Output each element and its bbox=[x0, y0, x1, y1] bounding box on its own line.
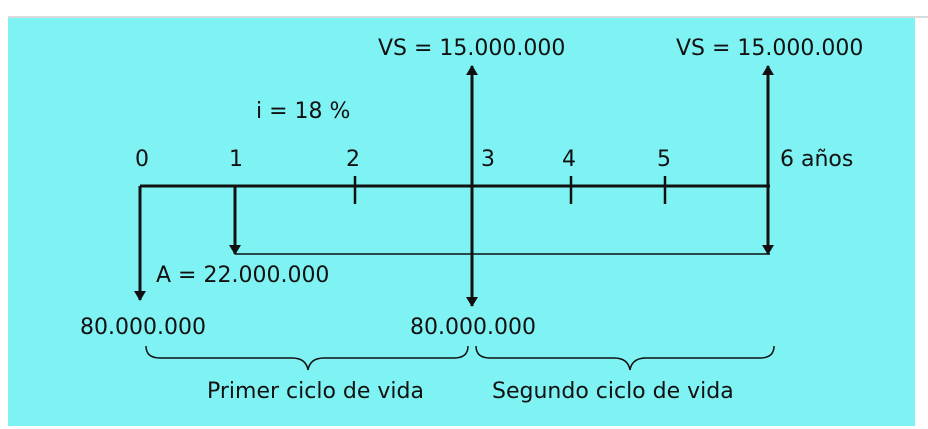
period-label-6: 6 años bbox=[780, 147, 853, 172]
diagram-background bbox=[8, 18, 915, 426]
period-label-0: 0 bbox=[135, 147, 149, 172]
period-label-1: 1 bbox=[229, 147, 243, 172]
period-label-4: 4 bbox=[562, 147, 576, 172]
period-label-3: 3 bbox=[481, 147, 495, 172]
second-cycle-label: Segundo ciclo de vida bbox=[492, 379, 734, 404]
salvage-value-label-2: VS = 15.000.000 bbox=[676, 36, 863, 61]
second-cycle-brace bbox=[475, 345, 775, 371]
period-label-2: 2 bbox=[346, 147, 360, 172]
investment-label-2: 80.000.000 bbox=[410, 315, 536, 340]
annuity-label: A = 22.000.000 bbox=[156, 263, 329, 288]
first-cycle-label: Primer ciclo de vida bbox=[207, 379, 424, 404]
salvage-value-label-1: VS = 15.000.000 bbox=[378, 36, 565, 61]
investment-label-1: 80.000.000 bbox=[80, 315, 206, 340]
first-cycle-brace bbox=[145, 345, 469, 371]
interest-rate-label: i = 18 % bbox=[256, 99, 350, 124]
period-label-5: 5 bbox=[657, 147, 671, 172]
